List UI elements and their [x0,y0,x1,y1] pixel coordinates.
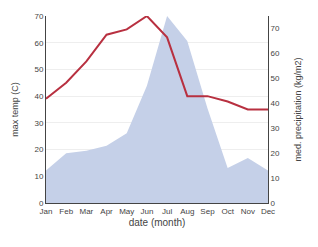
svg-text:Jan: Jan [40,207,53,216]
svg-text:20: 20 [34,145,43,154]
svg-text:60: 60 [271,49,280,58]
svg-text:Sep: Sep [200,207,215,216]
svg-text:max temp (C): max temp (C) [10,82,20,137]
svg-text:Jun: Jun [140,207,153,216]
svg-text:30: 30 [271,124,280,133]
svg-text:30: 30 [34,119,43,128]
svg-text:0: 0 [271,199,276,208]
svg-text:Mar: Mar [79,207,93,216]
svg-text:May: May [119,207,134,216]
svg-text:40: 40 [271,99,280,108]
svg-text:Dec: Dec [261,207,275,216]
svg-text:40: 40 [34,92,43,101]
svg-text:10: 10 [271,174,280,183]
svg-text:Jul: Jul [162,207,172,216]
svg-text:20: 20 [271,149,280,158]
svg-text:Oct: Oct [221,207,234,216]
svg-text:10: 10 [34,172,43,181]
svg-text:Aug: Aug [180,207,194,216]
svg-text:60: 60 [34,39,43,48]
svg-text:50: 50 [271,74,280,83]
svg-text:Nov: Nov [241,207,255,216]
svg-text:0: 0 [39,199,44,208]
svg-text:70: 70 [34,12,43,21]
svg-text:Apr: Apr [100,207,113,216]
svg-text:Feb: Feb [59,207,73,216]
svg-text:date (month): date (month) [129,217,186,228]
svg-text:50: 50 [34,65,43,74]
svg-text:med. precipitation (kg/m2): med. precipitation (kg/m2) [293,57,303,161]
svg-text:70: 70 [271,24,280,33]
